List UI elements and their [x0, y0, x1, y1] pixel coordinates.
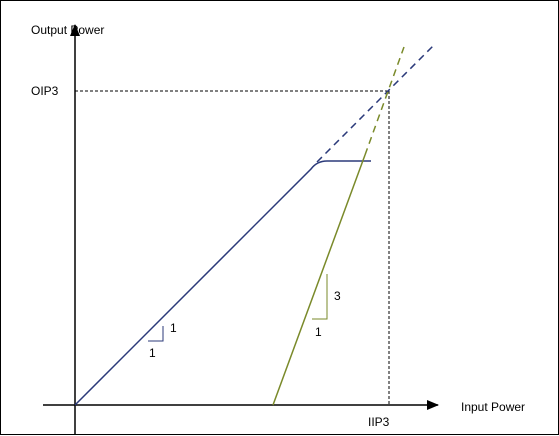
oip3-label: OIP3 [31, 84, 59, 98]
iip3-label: IIP3 [368, 415, 390, 429]
slope-3-marker [312, 274, 328, 320]
fundamental-extrapolation [316, 45, 434, 163]
third-order-line [272, 154, 366, 406]
slope-3-run-label: 1 [315, 325, 322, 339]
slope-1-run-label: 1 [149, 346, 156, 360]
third-order-extrapolation [364, 46, 405, 156]
slope-1-marker [148, 326, 164, 342]
slope-3-rise-label: 3 [334, 289, 341, 303]
fundamental-curve [74, 160, 371, 406]
x-axis-label: Input Power [461, 400, 525, 414]
y-axis-label: Output Power [31, 23, 104, 37]
slope-1-rise-label: 1 [170, 321, 177, 335]
